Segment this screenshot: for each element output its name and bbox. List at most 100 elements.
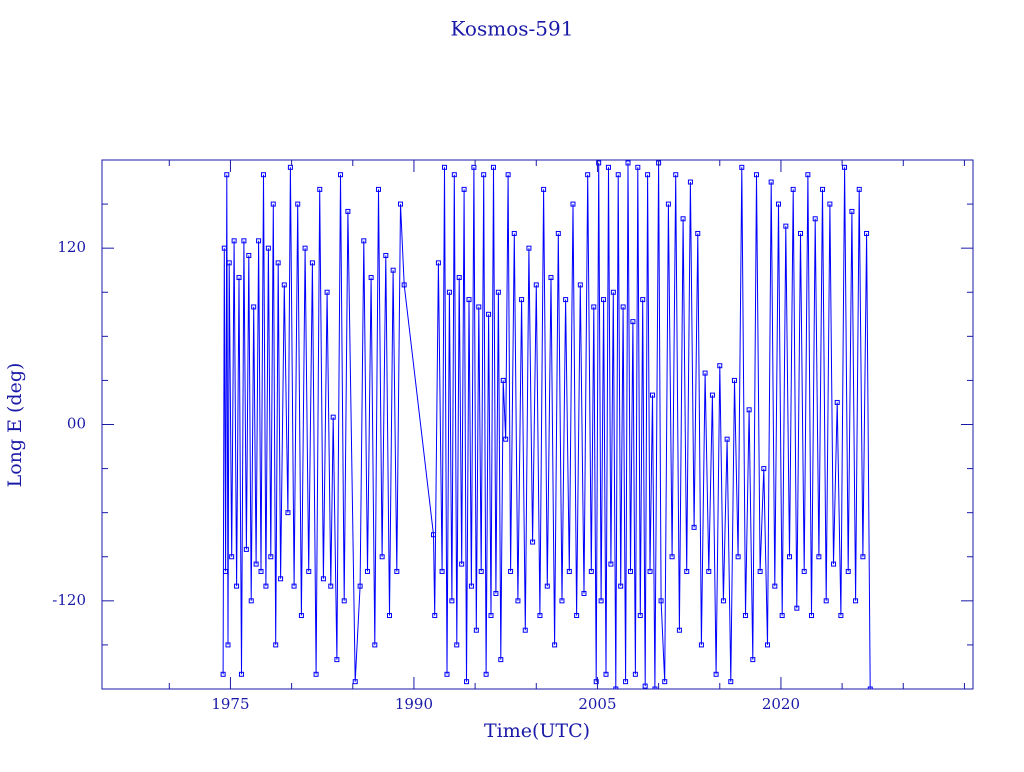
data-point xyxy=(493,590,499,596)
data-point xyxy=(522,627,528,633)
data-point xyxy=(676,627,682,633)
data-point xyxy=(585,172,591,178)
data-point xyxy=(302,245,308,251)
data-point xyxy=(630,319,636,325)
data-point xyxy=(598,598,604,604)
data-point xyxy=(645,172,651,178)
data-point xyxy=(647,568,653,574)
data-point xyxy=(241,238,247,244)
data-point xyxy=(490,164,496,170)
data-point xyxy=(746,407,752,413)
data-point xyxy=(456,275,462,281)
data-point xyxy=(566,568,572,574)
data-point xyxy=(764,642,770,648)
data-point xyxy=(772,583,778,589)
data-point xyxy=(728,679,734,685)
data-point xyxy=(845,568,851,574)
data-point xyxy=(372,642,378,648)
data-point xyxy=(742,613,748,619)
data-point xyxy=(665,201,671,207)
data-point xyxy=(334,657,340,663)
data-point xyxy=(588,568,594,574)
data-point xyxy=(251,304,257,310)
y-axis-label: Long E (deg) xyxy=(4,363,26,488)
data-point xyxy=(495,289,501,295)
data-point xyxy=(317,186,323,192)
data-point xyxy=(591,304,597,310)
plot-area xyxy=(220,160,873,689)
data-point xyxy=(275,260,281,266)
data-point xyxy=(246,253,252,259)
data-point xyxy=(627,568,633,574)
data-point xyxy=(361,238,367,244)
data-point xyxy=(695,230,701,236)
data-point xyxy=(593,679,599,685)
data-point xyxy=(603,671,609,677)
data-point xyxy=(652,686,658,689)
data-point xyxy=(234,583,240,589)
data-point xyxy=(225,642,231,648)
data-point xyxy=(375,186,381,192)
data-point xyxy=(709,392,715,398)
data-point xyxy=(454,642,460,648)
data-point xyxy=(231,238,237,244)
data-point xyxy=(798,230,804,236)
data-point xyxy=(856,186,862,192)
data-point xyxy=(478,568,484,574)
data-point xyxy=(838,613,844,619)
data-point xyxy=(842,164,848,170)
data-point xyxy=(511,230,517,236)
data-point xyxy=(757,568,763,574)
data-point xyxy=(449,598,455,604)
data-point xyxy=(853,598,859,604)
data-point xyxy=(801,568,807,574)
data-point xyxy=(706,568,712,574)
data-point xyxy=(295,201,301,207)
data-point xyxy=(397,201,403,207)
data-point xyxy=(615,172,621,178)
data-point xyxy=(320,576,326,582)
data-point xyxy=(324,289,330,295)
data-point xyxy=(461,186,467,192)
data-point xyxy=(625,160,631,166)
data-point xyxy=(642,683,648,689)
data-point xyxy=(632,671,638,677)
data-point xyxy=(401,282,407,288)
data-point xyxy=(613,686,619,689)
data-point xyxy=(860,554,866,560)
data-point xyxy=(394,568,400,574)
data-point xyxy=(563,297,569,303)
data-point xyxy=(432,613,438,619)
data-point xyxy=(867,686,873,689)
data-point xyxy=(640,297,646,303)
data-point xyxy=(702,370,708,376)
data-point xyxy=(338,172,344,178)
data-point xyxy=(435,260,441,266)
data-point xyxy=(787,554,793,560)
data-point xyxy=(750,657,756,663)
data-point xyxy=(698,642,704,648)
data-point xyxy=(471,164,477,170)
data-point xyxy=(662,679,668,685)
data-point xyxy=(468,583,474,589)
data-point xyxy=(508,568,514,574)
data-point xyxy=(476,304,482,310)
data-point xyxy=(669,554,675,560)
data-point xyxy=(864,230,870,236)
data-point xyxy=(735,554,741,560)
data-point xyxy=(341,598,347,604)
data-point xyxy=(309,260,315,266)
data-point xyxy=(805,172,811,178)
data-point xyxy=(431,532,437,538)
data-point xyxy=(635,164,641,170)
data-point xyxy=(724,436,730,442)
data-point xyxy=(526,245,532,251)
data-point xyxy=(368,275,374,281)
data-point xyxy=(248,598,254,604)
data-point xyxy=(739,164,745,170)
data-point xyxy=(287,164,293,170)
data-point xyxy=(720,598,726,604)
data-point xyxy=(775,201,781,207)
data-point xyxy=(680,216,686,222)
